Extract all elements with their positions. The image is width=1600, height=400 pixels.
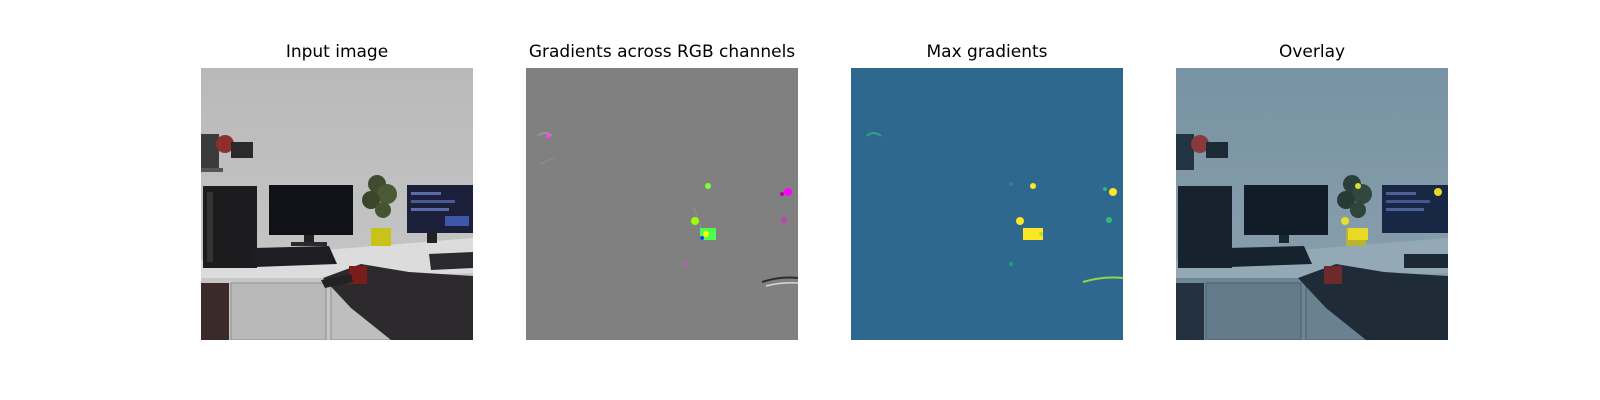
- panel-max-gradients: Max gradients: [851, 0, 1123, 400]
- panel-title: Max gradients: [926, 42, 1048, 62]
- panel-title: Input image: [285, 42, 389, 62]
- panel-title: Gradients across RGB channels: [528, 42, 796, 62]
- rgb-gradient-map: [526, 68, 798, 340]
- panel-input-image: Input image: [201, 0, 473, 400]
- overlay-image: [1176, 68, 1448, 340]
- panel-title: Overlay: [1278, 42, 1346, 62]
- max-gradient-map: [851, 68, 1123, 340]
- panel-overlay: Overlay: [1176, 0, 1448, 400]
- input-image: [201, 68, 473, 340]
- panel-rgb-gradients: Gradients across RGB channels: [526, 0, 798, 400]
